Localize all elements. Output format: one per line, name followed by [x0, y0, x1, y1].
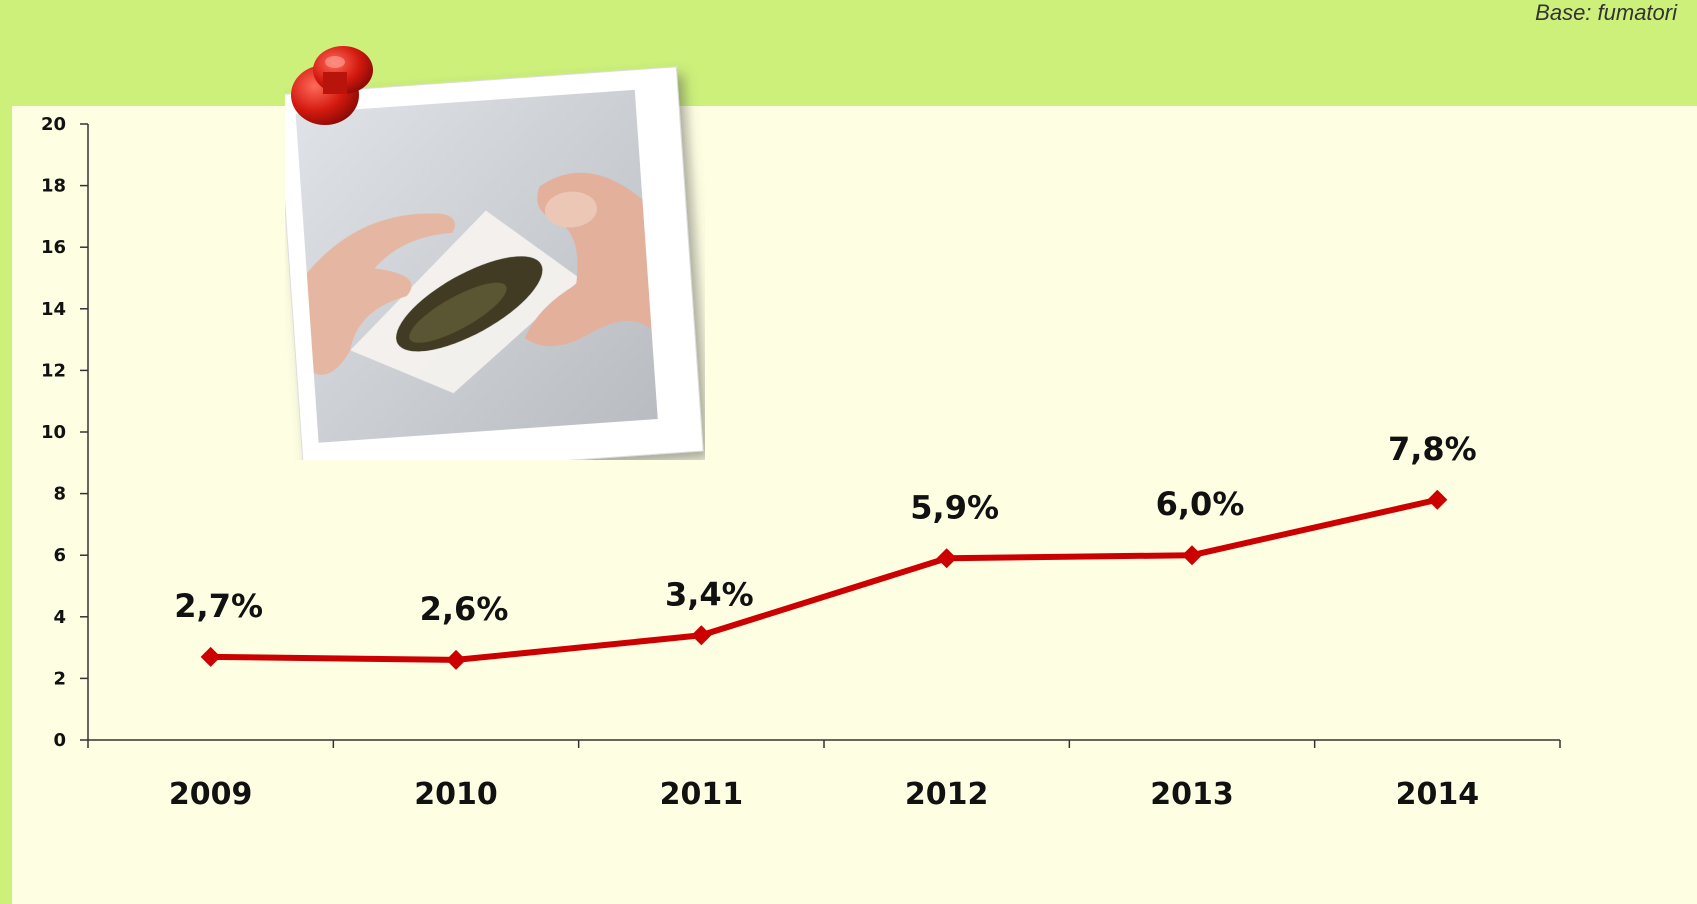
x-tick-label: 2012: [905, 777, 989, 812]
x-tick-label: 2010: [414, 777, 498, 812]
y-tick-label: 20: [41, 114, 66, 135]
x-tick-label: 2014: [1396, 777, 1480, 812]
data-point: [936, 548, 957, 569]
plot-panel: 0 2 4 6 8 10 12 14 16 18 20 2009 2010 2011 2012 2013 201…: [12, 106, 1697, 904]
y-tick-label: 14: [41, 299, 66, 320]
y-tick-label: 8: [53, 484, 66, 505]
y-tick-label: 10: [41, 422, 66, 443]
data-label: 3,4%: [665, 575, 754, 613]
data-label: 7,8%: [1388, 430, 1477, 468]
data-label: 6,0%: [1156, 485, 1245, 523]
data-label: 2,7%: [174, 587, 263, 625]
y-tick-label: 0: [53, 730, 66, 751]
data-point: [691, 625, 712, 646]
rolling-tobacco-photo: [276, 40, 705, 480]
data-label: 5,9%: [910, 488, 999, 526]
base-note: Base: fumatori: [1535, 0, 1677, 25]
line-chart: 0 2 4 6 8 10 12 14 16 18 20 2009 2010 2011 2012 2013 201…: [41, 114, 1561, 812]
y-tick-label: 12: [41, 360, 66, 381]
data-point: [200, 646, 221, 667]
y-tick-label: 16: [41, 237, 66, 258]
y-tick-label: 18: [41, 176, 66, 197]
x-tick-label: 2011: [660, 777, 744, 812]
data-label: 2,6%: [420, 590, 509, 628]
data-point: [1182, 545, 1202, 566]
y-tick-label: 4: [53, 607, 66, 628]
x-tick-label: 2009: [169, 777, 253, 812]
data-point: [446, 649, 466, 670]
y-tick-label: 6: [53, 545, 66, 566]
data-point: [1427, 489, 1448, 510]
series-line: [210, 496, 1438, 663]
x-tick-label: 2013: [1150, 777, 1234, 812]
y-tick-label: 2: [53, 668, 66, 689]
